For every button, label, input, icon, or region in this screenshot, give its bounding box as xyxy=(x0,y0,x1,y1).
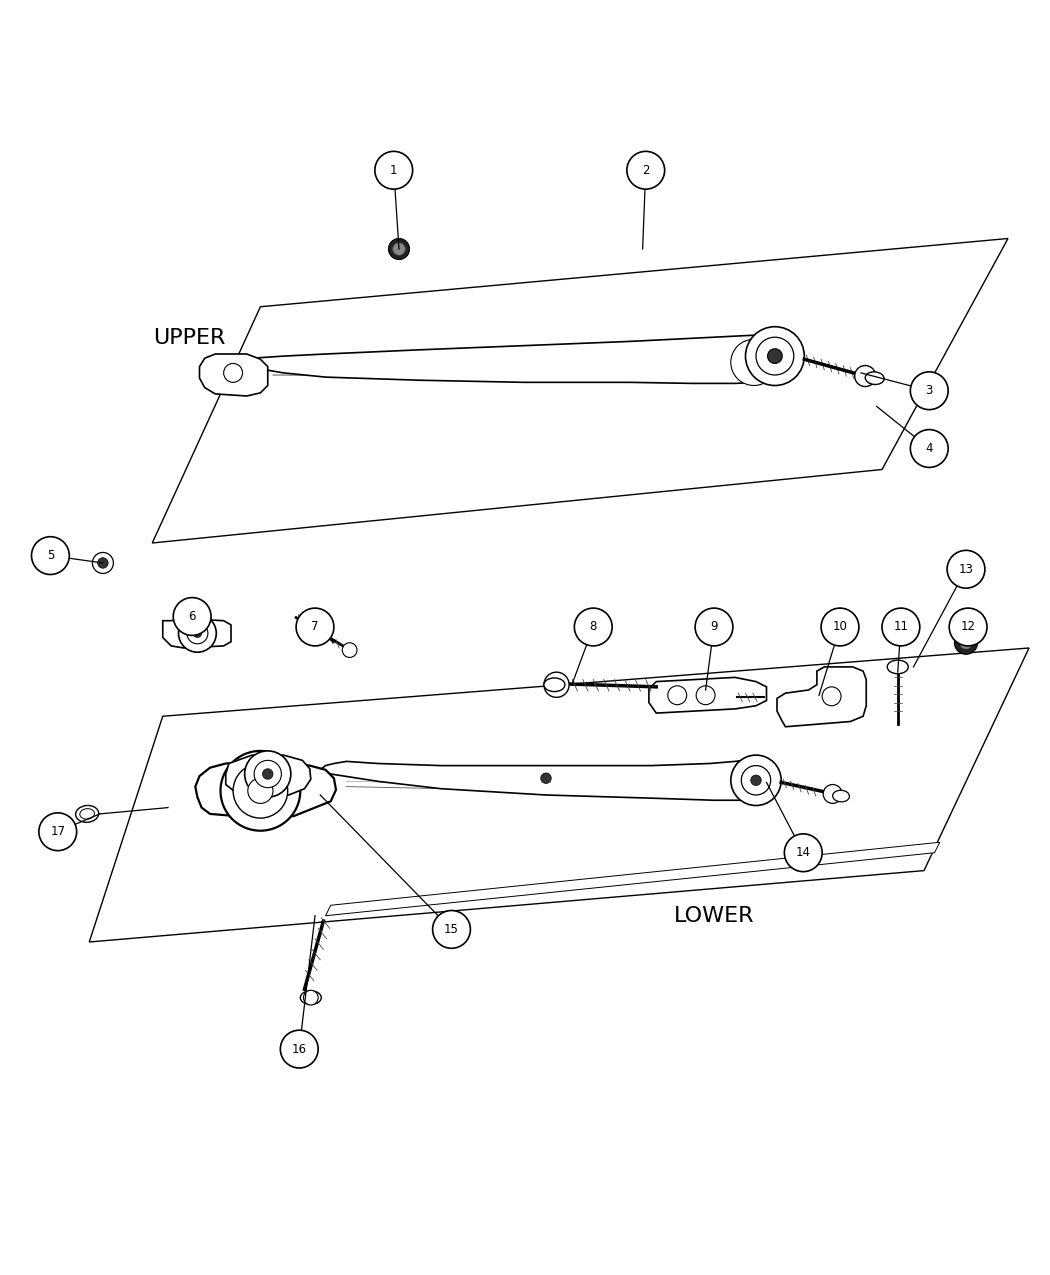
Polygon shape xyxy=(226,755,311,797)
Circle shape xyxy=(280,1030,318,1068)
Circle shape xyxy=(696,686,715,705)
Circle shape xyxy=(668,686,687,705)
Circle shape xyxy=(262,769,273,779)
Circle shape xyxy=(695,608,733,646)
Text: 5: 5 xyxy=(46,550,55,562)
Circle shape xyxy=(544,672,569,697)
Circle shape xyxy=(248,778,273,803)
Text: 2: 2 xyxy=(642,163,650,177)
Circle shape xyxy=(910,430,948,468)
Circle shape xyxy=(731,755,781,806)
Polygon shape xyxy=(195,762,336,819)
Circle shape xyxy=(173,598,211,635)
Circle shape xyxy=(822,687,841,706)
Text: UPPER: UPPER xyxy=(153,328,225,348)
Polygon shape xyxy=(320,760,779,801)
Text: 17: 17 xyxy=(50,825,65,838)
Circle shape xyxy=(220,751,300,831)
Circle shape xyxy=(187,622,208,644)
Circle shape xyxy=(947,551,985,588)
Ellipse shape xyxy=(76,806,99,822)
Text: 8: 8 xyxy=(589,621,597,634)
Circle shape xyxy=(433,910,470,949)
Polygon shape xyxy=(152,238,1008,543)
Circle shape xyxy=(784,834,822,872)
Polygon shape xyxy=(163,618,231,648)
Circle shape xyxy=(92,552,113,574)
Polygon shape xyxy=(89,648,1029,942)
Circle shape xyxy=(949,608,987,646)
Ellipse shape xyxy=(544,678,565,691)
Circle shape xyxy=(98,557,108,569)
Circle shape xyxy=(954,631,978,654)
Circle shape xyxy=(541,773,551,783)
Circle shape xyxy=(746,326,804,385)
Text: 13: 13 xyxy=(959,562,973,576)
Polygon shape xyxy=(200,354,268,397)
Circle shape xyxy=(388,238,410,260)
Ellipse shape xyxy=(887,660,908,673)
Text: 9: 9 xyxy=(710,621,718,634)
Circle shape xyxy=(32,537,69,575)
Circle shape xyxy=(393,242,405,255)
Circle shape xyxy=(855,366,876,386)
Circle shape xyxy=(224,363,243,382)
Circle shape xyxy=(627,152,665,189)
Circle shape xyxy=(821,608,859,646)
Text: 11: 11 xyxy=(894,621,908,634)
Text: 15: 15 xyxy=(444,923,459,936)
Circle shape xyxy=(254,760,281,788)
Text: LOWER: LOWER xyxy=(674,905,754,926)
Circle shape xyxy=(910,372,948,409)
Ellipse shape xyxy=(300,991,321,1005)
Text: 12: 12 xyxy=(961,621,975,634)
Circle shape xyxy=(731,339,777,385)
Circle shape xyxy=(823,784,842,803)
Circle shape xyxy=(756,337,794,375)
Polygon shape xyxy=(777,667,866,727)
Circle shape xyxy=(193,629,202,638)
Circle shape xyxy=(296,608,334,646)
Circle shape xyxy=(303,991,318,1005)
Circle shape xyxy=(741,765,771,796)
Text: 3: 3 xyxy=(925,384,933,398)
Polygon shape xyxy=(236,335,798,384)
Text: 6: 6 xyxy=(188,609,196,623)
Text: 1: 1 xyxy=(390,163,398,177)
Ellipse shape xyxy=(865,372,884,385)
Circle shape xyxy=(233,764,288,819)
Circle shape xyxy=(39,813,77,850)
Polygon shape xyxy=(326,843,940,915)
Circle shape xyxy=(178,615,216,653)
Circle shape xyxy=(960,636,972,649)
Circle shape xyxy=(574,608,612,646)
Circle shape xyxy=(768,349,782,363)
Polygon shape xyxy=(649,677,766,713)
Circle shape xyxy=(245,751,291,797)
Text: 4: 4 xyxy=(925,442,933,455)
Text: 10: 10 xyxy=(833,621,847,634)
Circle shape xyxy=(751,775,761,785)
Circle shape xyxy=(342,643,357,658)
Text: 7: 7 xyxy=(311,621,319,634)
Circle shape xyxy=(375,152,413,189)
Ellipse shape xyxy=(833,790,849,802)
Ellipse shape xyxy=(80,808,94,819)
Circle shape xyxy=(882,608,920,646)
Text: 16: 16 xyxy=(292,1043,307,1056)
Text: 14: 14 xyxy=(796,847,811,859)
